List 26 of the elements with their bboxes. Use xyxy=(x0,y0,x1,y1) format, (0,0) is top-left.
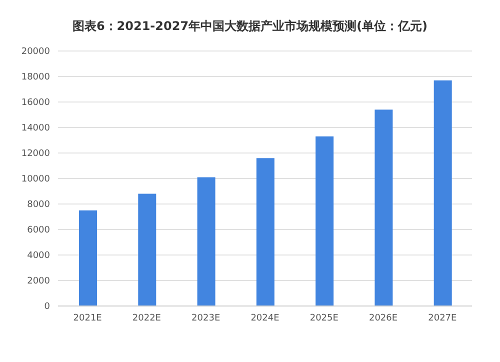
y-tick-label: 16000 xyxy=(21,98,50,108)
bar xyxy=(256,158,274,306)
y-tick-label: 18000 xyxy=(21,72,50,83)
y-tick-label: 14000 xyxy=(21,124,50,134)
y-tick-label: 8000 xyxy=(27,200,50,210)
x-tick-label: 2024E xyxy=(250,313,280,324)
x-tick-label: 2023E xyxy=(192,313,220,324)
x-tick-label: 2025E xyxy=(310,313,339,324)
x-tick-label: 2021E xyxy=(73,313,102,324)
y-tick-label: 6000 xyxy=(27,226,50,236)
y-tick-label: 20000 xyxy=(21,47,50,58)
x-tick-label: 2027E xyxy=(428,313,458,324)
chart-title: 图表6：2021-2027年中国大数据产业市场规模预测(单位：亿元) xyxy=(71,18,429,35)
bar xyxy=(138,194,156,306)
bar xyxy=(374,110,393,306)
y-tick-label: 4000 xyxy=(27,251,50,262)
y-tick-label: 2000 xyxy=(27,276,50,287)
bar xyxy=(316,136,334,306)
bar xyxy=(197,177,216,306)
y-tick-label: 10000 xyxy=(21,174,50,185)
x-tick-label: 2026E xyxy=(368,313,398,324)
bar xyxy=(79,210,97,306)
bar xyxy=(434,80,452,306)
y-tick-label: 0 xyxy=(44,302,50,312)
y-tick-label: 12000 xyxy=(21,149,50,160)
x-tick-label: 2022E xyxy=(132,313,162,324)
